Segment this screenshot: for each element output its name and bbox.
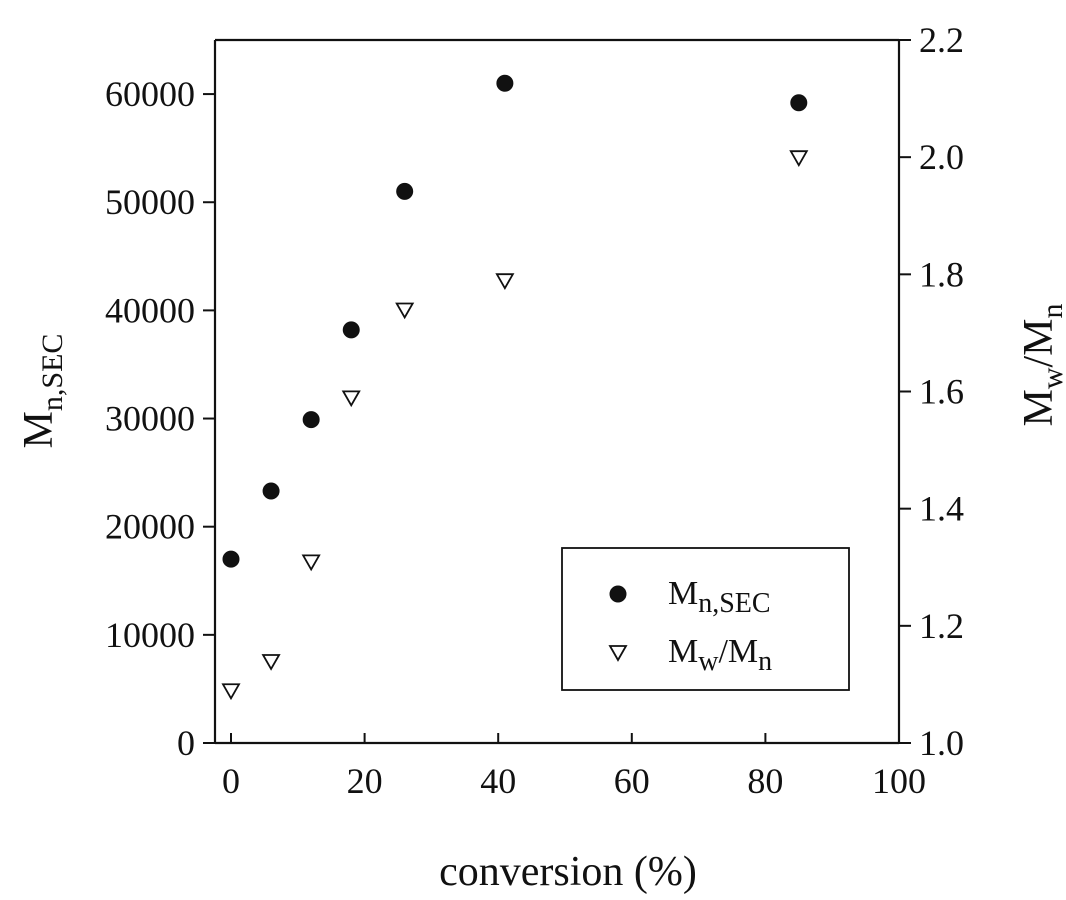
point-mw-mn-1: [261, 654, 281, 671]
y-left-title-main: M: [16, 411, 62, 448]
y-right-axis-ticks: 1.0 1.2 1.4 1.6 1.8 2.0 2.2: [899, 20, 964, 763]
y-right-tick-label-1.4: 1.4: [919, 489, 964, 529]
y-right-title-s1: w: [1036, 367, 1066, 389]
legend-box: [561, 547, 850, 691]
y-right-title-slash: /M: [1016, 318, 1062, 367]
y-left-axis-ticks: 0 10000 20000 30000 40000 50000 60000: [105, 74, 215, 763]
y-left-tick-label-20000: 20000: [105, 507, 195, 547]
x-axis-title: conversion (%): [439, 849, 697, 895]
y-right-tick-label-1.8: 1.8: [919, 254, 964, 294]
x-axis-ticks: 0 20 40 60 80 100: [222, 733, 926, 801]
y-left-tick-label-0: 0: [177, 723, 195, 763]
point-mw-mn-2: [301, 554, 321, 572]
x-tick-label-0: 0: [222, 761, 240, 801]
point-mw-mn-3: [341, 390, 361, 408]
point-mn-sec-2: [302, 411, 320, 429]
x-tick-label-100: 100: [872, 761, 926, 801]
legend-mw-s2: n: [758, 646, 772, 677]
legend-mn-sub: n,SEC: [698, 588, 770, 619]
point-mw-mn-4: [395, 302, 415, 320]
legend-marker-mn-sec: [609, 585, 627, 603]
y-left-axis-title: Mn,SEC: [16, 334, 69, 449]
point-mn-sec-5: [496, 74, 514, 92]
y-right-tick-label-1.2: 1.2: [919, 606, 964, 646]
legend-label-mn-sec: Mn,SEC: [668, 575, 771, 619]
y-right-title-m1: M: [1016, 389, 1062, 426]
x-tick-label-20: 20: [347, 761, 383, 801]
x-tick-label-40: 40: [480, 761, 516, 801]
x-tick-label-80: 80: [747, 761, 783, 801]
x-tick-label-60: 60: [614, 761, 650, 801]
legend-marker-mw-mn: [608, 645, 628, 662]
y-left-tick-label-40000: 40000: [105, 290, 195, 330]
point-mn-sec-3: [342, 321, 360, 339]
y-left-tick-label-10000: 10000: [105, 615, 195, 655]
y-left-tick-label-60000: 60000: [105, 74, 195, 114]
y-right-title-s2: n: [1036, 303, 1066, 318]
y-right-tick-label-1.6: 1.6: [919, 372, 964, 412]
point-mn-sec-1: [262, 482, 280, 500]
y-left-tick-label-30000: 30000: [105, 399, 195, 439]
point-mw-mn-6: [789, 150, 809, 167]
point-mw-mn-0: [221, 683, 241, 701]
point-mw-mn-5: [495, 273, 515, 291]
legend-mn-main: M: [668, 575, 698, 612]
legend-mw-slash: /M: [718, 633, 758, 670]
legend: Mn,SEC Mw/Mn: [561, 547, 850, 691]
point-mn-sec-6: [790, 94, 808, 112]
legend-mw-s1: w: [698, 646, 719, 677]
y-right-axis-title: Mw/Mn: [1016, 303, 1066, 426]
data-points: [221, 74, 809, 701]
point-mn-sec-4: [396, 182, 414, 200]
y-right-tick-label-2.0: 2.0: [919, 137, 964, 177]
point-mn-sec-0: [222, 550, 240, 568]
legend-mw-m1: M: [668, 633, 698, 670]
y-left-title-sub: n,SEC: [36, 334, 69, 412]
legend-label-mw-mn: Mw/Mn: [668, 633, 772, 677]
y-right-tick-label-1.0: 1.0: [919, 723, 964, 763]
y-left-tick-label-50000: 50000: [105, 182, 195, 222]
y-right-tick-label-2.2: 2.2: [919, 20, 964, 60]
